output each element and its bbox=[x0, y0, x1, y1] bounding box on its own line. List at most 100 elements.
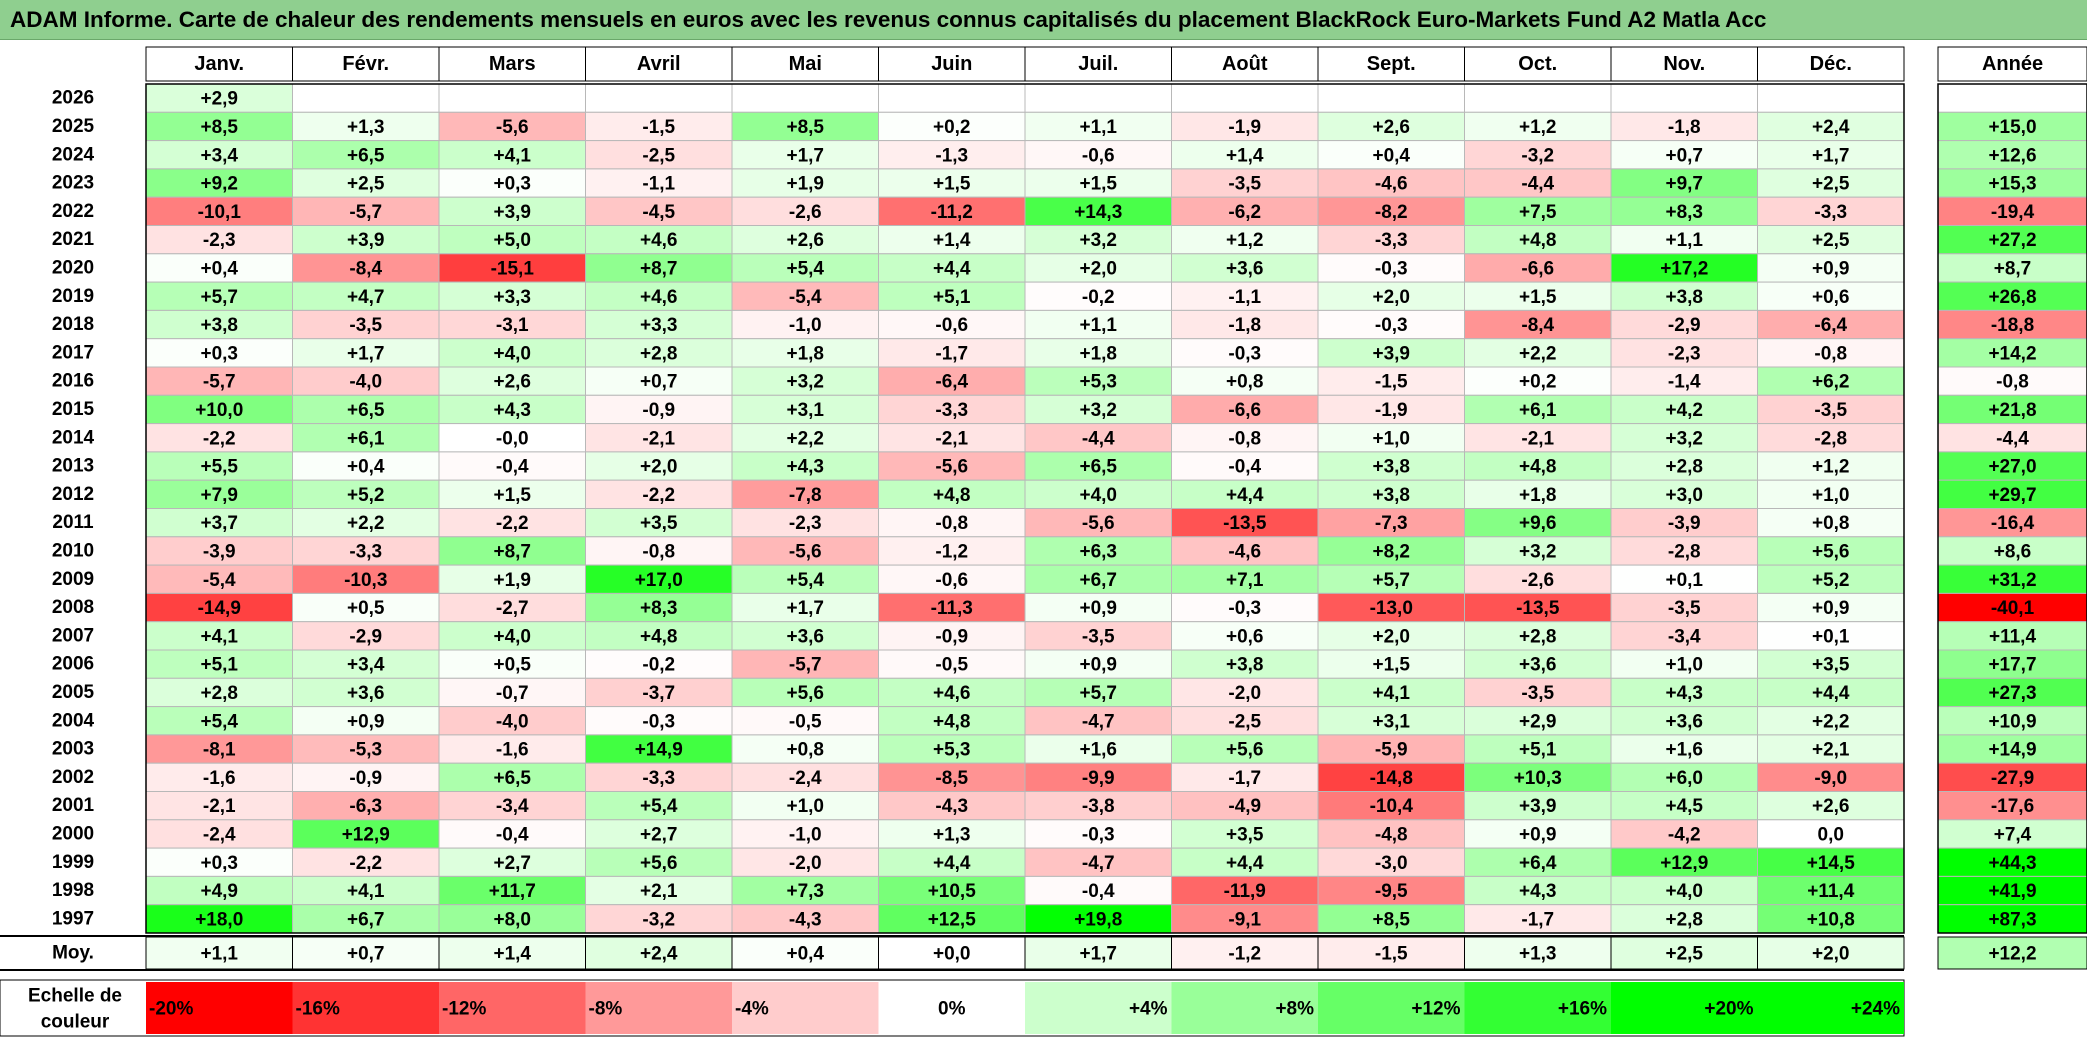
heatmap-cell-value: -3,1 bbox=[496, 315, 529, 336]
heatmap-cell bbox=[1317, 338, 1465, 368]
heatmap-cell bbox=[585, 706, 733, 736]
average-cell bbox=[145, 936, 293, 970]
month-header-cell bbox=[1024, 46, 1172, 82]
heatmap-cell-value: -0,2 bbox=[1082, 287, 1115, 308]
heatmap-cell-value: +1,9 bbox=[786, 174, 824, 195]
color-scale-label: +16% bbox=[1558, 999, 1607, 1020]
heatmap-cell bbox=[1317, 762, 1465, 793]
heatmap-cell-value: -6,4 bbox=[1814, 315, 1847, 336]
year-label: 2013 bbox=[52, 456, 94, 477]
heatmap-cell bbox=[878, 847, 1026, 877]
heatmap-cell bbox=[292, 564, 440, 594]
annual-cell-value: +41,9 bbox=[1988, 881, 2036, 902]
heatmap-cell-value: +5,1 bbox=[933, 287, 971, 308]
annual-cell-value: +29,7 bbox=[1988, 485, 2036, 506]
heatmap-cell-value: +2,7 bbox=[493, 853, 531, 874]
heatmap-cell bbox=[438, 592, 586, 623]
color-scale-label: +8% bbox=[1275, 999, 1314, 1020]
heatmap-cell bbox=[1464, 309, 1612, 340]
heatmap-cell bbox=[585, 762, 733, 793]
heatmap-cell-value: +5,5 bbox=[200, 457, 238, 478]
heatmap-cell-value: +1,1 bbox=[1079, 315, 1117, 336]
heatmap-cell-value: +0,9 bbox=[1812, 598, 1850, 619]
annual-cell-value: +7,4 bbox=[1994, 824, 2032, 845]
heatmap-cell-value: -5,6 bbox=[1082, 513, 1115, 534]
heatmap-cell-value: -0,3 bbox=[1228, 343, 1261, 364]
heatmap-cell bbox=[438, 111, 586, 142]
heatmap-cell-value: +4,3 bbox=[786, 457, 824, 478]
heatmap-cell bbox=[438, 225, 586, 255]
heatmap-cell-value: -3,4 bbox=[496, 796, 529, 817]
heatmap-cell bbox=[878, 592, 1026, 623]
year-label: 2012 bbox=[52, 484, 94, 505]
heatmap-cell bbox=[1610, 649, 1758, 679]
color-scale-swatch bbox=[878, 982, 1025, 1034]
annual-cell bbox=[1937, 168, 2087, 198]
heatmap-cell-value: +1,6 bbox=[1665, 740, 1703, 761]
heatmap-cell-value: +1,0 bbox=[1665, 655, 1703, 676]
heatmap-cell-value: +3,8 bbox=[200, 315, 238, 336]
heatmap-cell bbox=[585, 592, 733, 623]
heatmap-cell bbox=[438, 649, 586, 679]
heatmap-cell bbox=[1317, 225, 1465, 255]
heatmap-cell bbox=[1464, 762, 1612, 793]
heatmap-cell-value: -3,7 bbox=[642, 683, 675, 704]
month-header-cell bbox=[1757, 46, 1905, 82]
heatmap-cell bbox=[145, 734, 293, 764]
heatmap-cell bbox=[145, 281, 293, 311]
heatmap-cell-value: -4,4 bbox=[1082, 428, 1115, 449]
heatmap-cell-value: +6,1 bbox=[1519, 400, 1557, 421]
heatmap-cell bbox=[1610, 677, 1758, 708]
annual-cell-value: +31,2 bbox=[1988, 570, 2036, 591]
heatmap-cell-value: +0,4 bbox=[347, 457, 385, 478]
heatmap-cell bbox=[1171, 83, 1319, 113]
heatmap-cell bbox=[1464, 394, 1612, 425]
heatmap-cell bbox=[145, 225, 293, 255]
heatmap-cell-value: -0,3 bbox=[1375, 258, 1408, 279]
heatmap-cell-value: +3,0 bbox=[1665, 485, 1703, 506]
heatmap-cell bbox=[438, 394, 586, 425]
heatmap-cell-value: +6,7 bbox=[347, 909, 385, 930]
heatmap-cell-value: +4,1 bbox=[493, 145, 531, 166]
year-label: 2011 bbox=[52, 512, 94, 533]
color-scale-swatch bbox=[292, 982, 439, 1034]
heatmap-cell bbox=[1757, 366, 1905, 396]
heatmap-cell bbox=[585, 791, 733, 821]
heatmap-cell-value: -0,6 bbox=[935, 570, 968, 591]
average-cell bbox=[731, 936, 879, 970]
heatmap-cell bbox=[1610, 423, 1758, 453]
heatmap-cell-value: -2,2 bbox=[349, 853, 382, 874]
color-scale-label: -16% bbox=[296, 999, 340, 1020]
heatmap-cell-value: +4,0 bbox=[493, 343, 531, 364]
heatmap-cell bbox=[438, 904, 586, 934]
heatmap-cell bbox=[1171, 762, 1319, 793]
heatmap-cell bbox=[1317, 253, 1465, 283]
heatmap-cell bbox=[438, 819, 586, 849]
heatmap-cell-value: +4,4 bbox=[1226, 485, 1264, 506]
average-annual-cell bbox=[1937, 936, 2087, 970]
heatmap-cell bbox=[731, 338, 879, 368]
heatmap-cell-value: -4,7 bbox=[1082, 711, 1115, 732]
heatmap-cell bbox=[1757, 83, 1905, 113]
heatmap-cell-value: +10,0 bbox=[195, 400, 243, 421]
heatmap-cell bbox=[1317, 423, 1465, 453]
heatmap-cell-value: +2,8 bbox=[1665, 909, 1703, 930]
heatmap-cell bbox=[292, 791, 440, 821]
annual-cell bbox=[1937, 791, 2087, 821]
heatmap-cell bbox=[1464, 649, 1612, 679]
heatmap-cell bbox=[1464, 423, 1612, 453]
heatmap-cell-value: -2,3 bbox=[789, 513, 822, 534]
heatmap-cell-value: +3,5 bbox=[1812, 655, 1850, 676]
average-cell-value: +0,4 bbox=[786, 944, 824, 965]
heatmap-cell-value: -2,8 bbox=[1668, 541, 1701, 562]
month-header-cell bbox=[438, 46, 586, 82]
heatmap-cell bbox=[585, 394, 733, 425]
heatmap-cell-value: -13,5 bbox=[1516, 598, 1560, 619]
annual-header-label: Année bbox=[1982, 53, 2043, 75]
heatmap-cell-value: +1,5 bbox=[1519, 287, 1557, 308]
heatmap-cell bbox=[731, 479, 879, 510]
heatmap-cell-value: -4,6 bbox=[1375, 174, 1408, 195]
annual-cell bbox=[1937, 508, 2087, 538]
color-scale-label: 0% bbox=[938, 999, 966, 1020]
month-header-label: Mai bbox=[789, 53, 822, 75]
